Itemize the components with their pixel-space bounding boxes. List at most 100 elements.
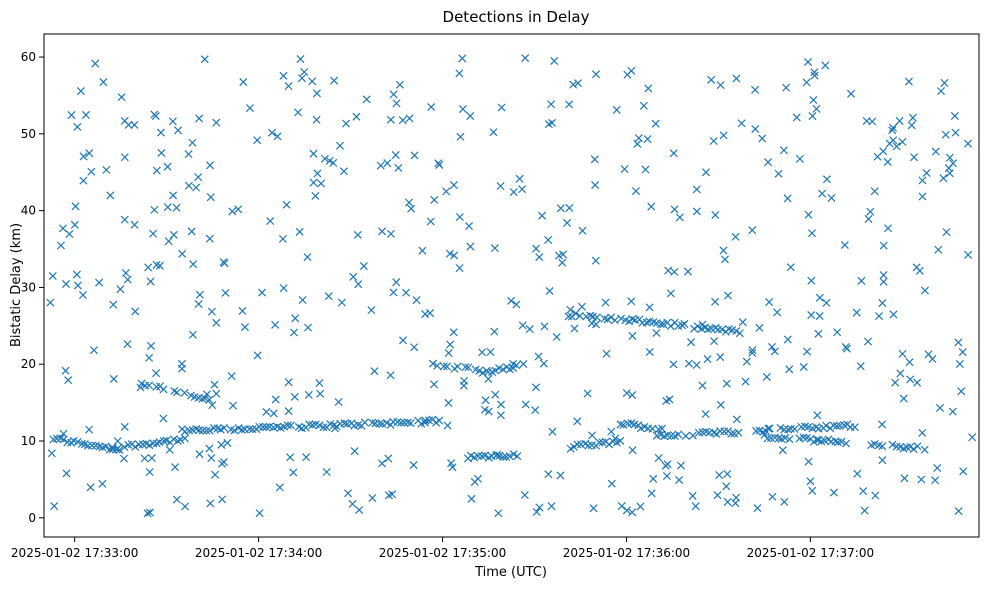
detection-marker bbox=[428, 359, 438, 368]
detection-marker bbox=[278, 234, 287, 243]
detection-marker bbox=[497, 103, 506, 112]
detection-marker bbox=[669, 149, 678, 158]
detection-marker bbox=[360, 418, 369, 427]
detection-marker bbox=[714, 325, 723, 334]
detection-marker bbox=[868, 117, 877, 126]
detection-marker bbox=[248, 425, 257, 434]
detection-marker bbox=[77, 439, 86, 448]
detection-marker bbox=[813, 411, 822, 420]
detection-marker bbox=[610, 316, 619, 325]
detection-marker bbox=[573, 417, 582, 426]
detection-marker bbox=[587, 319, 596, 328]
detection-marker bbox=[389, 90, 398, 99]
detection-marker bbox=[917, 475, 926, 484]
detection-marker bbox=[678, 321, 687, 330]
detection-marker bbox=[284, 407, 293, 416]
detection-marker bbox=[456, 132, 465, 141]
detection-marker bbox=[344, 489, 353, 498]
detection-marker bbox=[852, 308, 861, 317]
detection-marker bbox=[544, 470, 553, 479]
detection-marker bbox=[603, 315, 612, 324]
x-tick-label: 2025-01-02 17:36:00 bbox=[563, 546, 690, 560]
detection-marker bbox=[108, 445, 117, 454]
detection-marker bbox=[863, 337, 872, 346]
detection-marker bbox=[403, 418, 412, 427]
detection-marker bbox=[180, 434, 189, 443]
detection-marker bbox=[578, 226, 587, 235]
detection-marker bbox=[433, 361, 442, 370]
detection-marker bbox=[644, 84, 653, 93]
detection-marker bbox=[693, 322, 702, 331]
detection-marker bbox=[680, 319, 689, 328]
detection-marker bbox=[832, 421, 841, 431]
detection-marker bbox=[120, 443, 129, 452]
detection-marker bbox=[486, 347, 495, 356]
detection-marker bbox=[230, 426, 239, 435]
detection-marker bbox=[829, 421, 838, 430]
detection-marker bbox=[866, 207, 875, 216]
detection-marker bbox=[85, 149, 94, 158]
detection-marker bbox=[945, 169, 954, 178]
detection-marker bbox=[588, 431, 597, 440]
detection-marker bbox=[439, 362, 448, 371]
detection-marker bbox=[628, 315, 637, 324]
detection-marker bbox=[78, 291, 87, 300]
detection-marker bbox=[120, 215, 129, 224]
detection-marker bbox=[427, 102, 436, 112]
detection-marker bbox=[62, 280, 71, 289]
detection-marker bbox=[386, 371, 395, 380]
detection-marker bbox=[455, 212, 464, 222]
detection-marker bbox=[806, 477, 815, 486]
detection-marker bbox=[304, 390, 313, 399]
detection-marker bbox=[218, 495, 227, 504]
detection-marker bbox=[212, 389, 221, 398]
detection-marker bbox=[378, 227, 387, 236]
detection-marker bbox=[748, 348, 757, 357]
detection-marker bbox=[352, 112, 361, 121]
x-axis-label: Time (UTC) bbox=[474, 565, 547, 580]
detection-marker bbox=[738, 318, 747, 327]
y-axis-label: Bistatic Delay (km) bbox=[9, 223, 24, 347]
detection-marker bbox=[964, 250, 973, 259]
detection-marker bbox=[732, 415, 741, 424]
detection-marker bbox=[790, 424, 799, 434]
detection-marker bbox=[202, 390, 211, 399]
detection-marker bbox=[389, 288, 398, 297]
detection-marker bbox=[317, 179, 326, 188]
detection-marker bbox=[958, 348, 967, 357]
detection-marker bbox=[931, 147, 940, 156]
detection-marker bbox=[900, 474, 909, 483]
detection-marker bbox=[404, 198, 413, 207]
detection-marker bbox=[878, 299, 887, 308]
detection-marker bbox=[464, 363, 473, 372]
detection-marker bbox=[170, 386, 179, 395]
scatter-markers bbox=[46, 54, 977, 518]
detection-marker bbox=[774, 169, 783, 178]
detection-marker bbox=[255, 422, 264, 431]
detection-marker bbox=[770, 347, 779, 356]
y-tick-label: 10 bbox=[21, 434, 36, 448]
detection-marker bbox=[920, 286, 929, 295]
detection-marker bbox=[814, 435, 823, 444]
detection-marker bbox=[384, 491, 393, 500]
detection-marker bbox=[61, 366, 70, 375]
detection-marker bbox=[934, 245, 943, 254]
detection-marker bbox=[732, 74, 741, 83]
detection-marker bbox=[810, 71, 819, 80]
detection-marker bbox=[73, 281, 82, 290]
detection-marker bbox=[948, 407, 957, 416]
detection-marker bbox=[238, 306, 247, 315]
detection-marker bbox=[378, 459, 387, 468]
detection-marker bbox=[490, 327, 499, 336]
detection-marker bbox=[435, 416, 444, 425]
detection-marker bbox=[669, 360, 678, 369]
detection-marker bbox=[636, 502, 645, 511]
detection-marker bbox=[674, 430, 683, 439]
detection-marker bbox=[298, 295, 307, 305]
detection-marker bbox=[140, 454, 149, 463]
detection-marker bbox=[362, 95, 371, 104]
detection-marker bbox=[670, 205, 679, 214]
detection-marker bbox=[221, 288, 230, 297]
detection-marker bbox=[683, 267, 692, 276]
detection-marker bbox=[353, 230, 362, 239]
